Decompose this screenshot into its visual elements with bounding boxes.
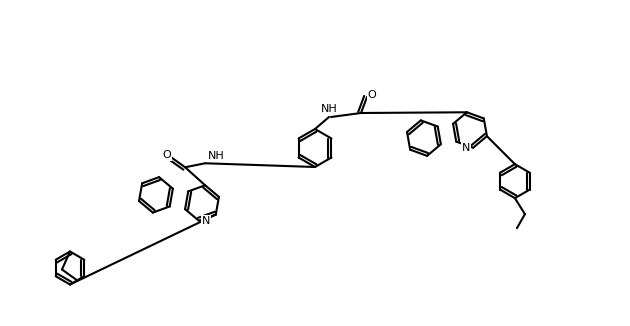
Text: N: N (202, 216, 210, 226)
Text: O: O (368, 90, 376, 100)
Text: N: N (462, 143, 470, 153)
Text: NH: NH (208, 151, 225, 161)
Text: O: O (163, 150, 171, 160)
Text: NH: NH (321, 104, 338, 114)
